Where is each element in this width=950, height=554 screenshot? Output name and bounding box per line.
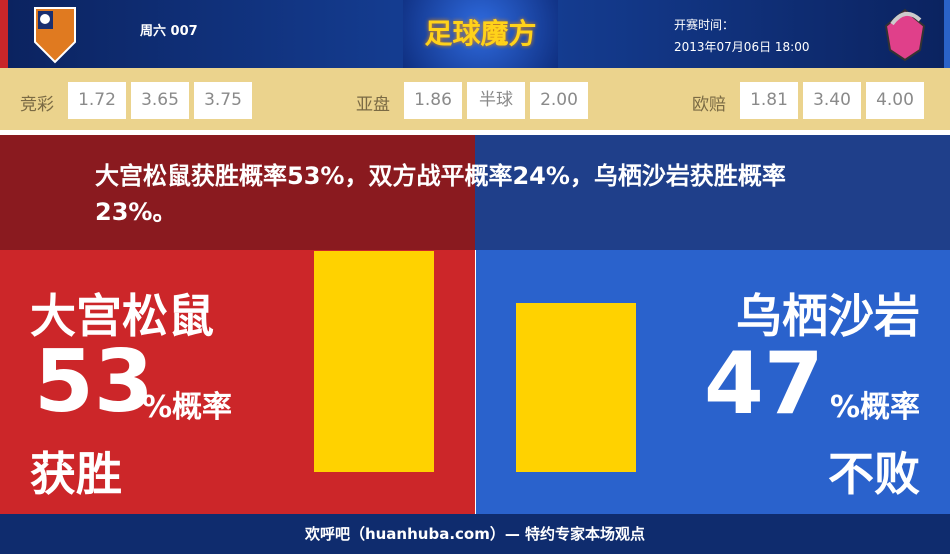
jingcai-odds-loss: 3.75 (194, 82, 252, 119)
home-percent-suffix: %概率 (142, 390, 233, 425)
yapan-handicap: 半球 (467, 82, 525, 119)
jingcai-label: 竞彩 (20, 95, 54, 115)
home-probability-bar (314, 251, 434, 472)
yapan-label: 亚盘 (356, 95, 390, 115)
home-team-logo (34, 7, 76, 64)
kickoff-label: 开赛时间： (674, 18, 735, 32)
away-probability-bar (516, 303, 636, 472)
brand-logo: 足球魔方 (403, 0, 558, 68)
match-number: 周六 007 (140, 24, 198, 39)
yapan-home: 1.86 (404, 82, 462, 119)
summary-bg-home (0, 135, 475, 250)
oupei-draw: 3.40 (803, 82, 861, 119)
kickoff-time: 2013年07月06日 18:00 (674, 40, 810, 54)
home-result: 获胜 (30, 447, 122, 501)
footer-credit: 欢呼吧（huanhuba.com）— 特约专家本场观点 (0, 514, 950, 554)
home-percent: 53 (34, 332, 154, 432)
away-panel: 乌栖沙岩 47 %概率 不败 (476, 250, 950, 514)
home-panel: 大宫松鼠 53 %概率 获胜 (0, 250, 475, 514)
away-percent: 47 (704, 334, 824, 434)
jingcai-odds-win: 1.72 (68, 82, 126, 119)
oupei-win: 1.81 (740, 82, 798, 119)
yapan-away: 2.00 (530, 82, 588, 119)
summary-text: 大宫松鼠获胜概率53%，双方战平概率24%，乌栖沙岩获胜概率23%。 (95, 162, 786, 226)
header: 周六 007 足球魔方 开赛时间： 2013年07月06日 18:00 (0, 0, 950, 68)
away-percent-suffix: %概率 (829, 390, 920, 425)
summary-bg-away (475, 135, 950, 250)
jingcai-odds-draw: 3.65 (131, 82, 189, 119)
away-team-name: 乌栖沙岩 (736, 289, 920, 343)
odds-bar: 竞彩 1.72 3.65 3.75 亚盘 1.86 半球 2.00 欧赔 1.8… (0, 68, 950, 130)
home-team-name: 大宫松鼠 (30, 289, 214, 343)
oupei-label: 欧赔 (692, 95, 726, 115)
away-team-logo (884, 8, 926, 62)
away-result: 不败 (828, 447, 920, 501)
oupei-loss: 4.00 (866, 82, 924, 119)
